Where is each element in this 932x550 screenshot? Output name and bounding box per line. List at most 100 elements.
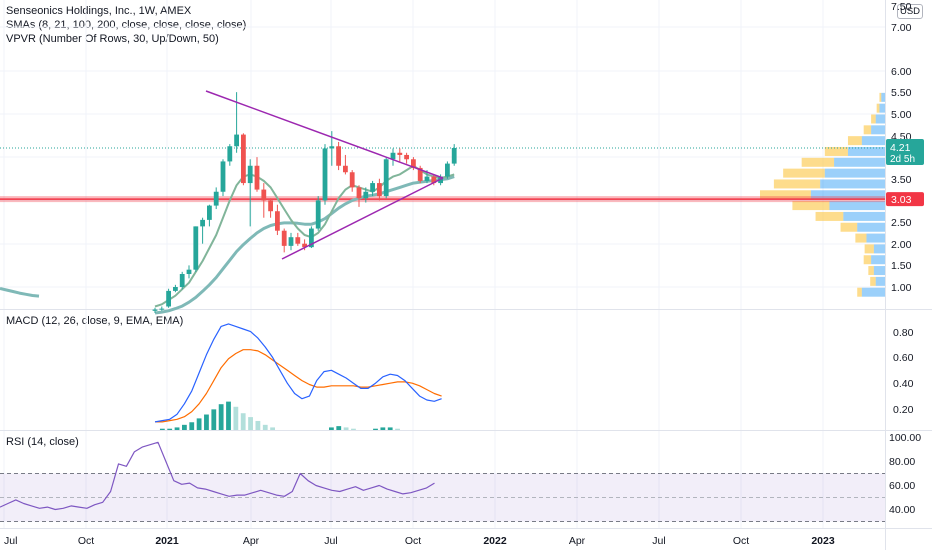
time-tick-label: Apr [569, 535, 586, 547]
candle-body [275, 211, 280, 231]
candle-body [417, 167, 423, 181]
volume-profile-bar [820, 179, 885, 189]
candle-body [179, 274, 185, 287]
candle-body [349, 172, 355, 188]
candle-body [288, 237, 294, 246]
macd-histogram-bar [329, 427, 334, 430]
candle-body [295, 237, 301, 244]
macd-histogram-bar [395, 428, 400, 430]
macd-histogram-bar [248, 417, 253, 430]
macd-histogram-bar [262, 424, 268, 430]
volume-profile-bar [861, 136, 885, 146]
lower-trendline [281, 177, 444, 260]
macd-histogram-bar [167, 428, 173, 430]
macd-histogram-bar [218, 404, 224, 430]
volume-profile-bar [760, 190, 811, 200]
sma-legend[interactable]: SMAs (8, 21, 100, 200, close, close, clo… [6, 19, 247, 31]
volume-profile-bar [861, 287, 885, 297]
candle-body [309, 228, 314, 248]
candle-body [220, 161, 226, 192]
rsi-legend[interactable]: RSI (14, close) [6, 436, 79, 448]
volume-profile-bar [871, 255, 885, 265]
macd-histogram-bar [204, 414, 209, 430]
price-tick-label: 7.00 [891, 22, 912, 34]
price-tick-label: 3.50 [891, 174, 912, 186]
macd-histogram-bar [196, 418, 202, 430]
chart-title: Senseonics Holdings, Inc., 1W, AMEX [6, 5, 192, 17]
last-price-badge [886, 139, 924, 166]
price-tick-label: 2.50 [891, 217, 912, 229]
volume-profile-bar [840, 222, 858, 232]
volume-profile-bar [863, 125, 872, 135]
candle-body [397, 152, 403, 155]
sma-100-line [154, 175, 455, 315]
time-tick-label: Oct [78, 535, 94, 547]
candle-body [336, 146, 341, 166]
time-tick-label: 2022 [483, 535, 507, 547]
volume-profile-bar [866, 233, 885, 243]
candle-body [363, 191, 369, 199]
macd-tick-label: 0.80 [893, 327, 914, 339]
macd-histogram-bar [159, 428, 165, 430]
volume-profile-bar [871, 125, 885, 135]
candle-body [254, 165, 260, 190]
macd-histogram-bar [240, 413, 246, 430]
volume-profile-bar [873, 266, 885, 276]
candle-body [377, 183, 382, 197]
macd-legend[interactable]: MACD (12, 26, close, 9, EMA, EMA) [6, 315, 184, 327]
macd-tick-label: 0.60 [893, 352, 914, 364]
volume-profile-bar [879, 103, 885, 113]
price-tick-label: 5.00 [891, 109, 912, 121]
candle-body [343, 165, 348, 173]
time-axis: Jul Oct 2021 Apr Jul Oct 2022 Apr Jul Oct 2023 [4, 535, 835, 547]
macd-histogram-bar [336, 426, 342, 430]
macd-signal-line [155, 349, 442, 423]
macd-histogram-bar [182, 424, 187, 430]
price-tick-label: 5.50 [891, 87, 912, 99]
rsi-tick-label: 60.00 [889, 480, 915, 492]
rsi-tick-label: 40.00 [889, 504, 915, 516]
volume-profile-bar [855, 233, 867, 243]
level-price-badge [886, 192, 924, 207]
horizontal-level [0, 147, 885, 203]
sma-21-line [154, 164, 455, 308]
candle-body [200, 219, 205, 227]
candle-body [315, 200, 321, 229]
price-axis: 1.001.502.002.503.504.505.005.506.007.00… [889, 1, 921, 516]
time-tick-label: Jul [4, 535, 17, 547]
price-tick-label: 6.00 [891, 66, 912, 78]
macd-histogram-bar [174, 427, 180, 430]
macd-pane [154, 323, 442, 430]
price-tick-label: 1.50 [891, 260, 912, 272]
candle-body [152, 309, 158, 311]
candlesticks [152, 92, 457, 313]
candle-body [322, 148, 328, 201]
candle-body [411, 159, 416, 168]
macd-histogram-bar [351, 428, 356, 430]
volume-profile-bar [843, 211, 885, 221]
candle-body [173, 287, 178, 291]
volume-profile-bar [834, 157, 885, 167]
sma-200-line [0, 287, 40, 298]
sma-lines [0, 164, 455, 315]
macd-histogram-bar [373, 428, 378, 430]
candle-body [159, 308, 165, 310]
macd-histogram-bar [189, 422, 195, 430]
volume-profile-bar [857, 222, 885, 232]
time-tick-label: 2023 [811, 535, 835, 547]
candle-body [207, 205, 212, 220]
candle-body [370, 183, 375, 192]
vpvr-legend[interactable]: VPVR (Number Of Rows, 30, Up/Down, 50) [6, 33, 219, 45]
macd-histogram-bar [233, 406, 239, 430]
candle-body [261, 189, 267, 201]
candle-body [241, 134, 246, 184]
currency-badge[interactable]: USD [897, 4, 923, 19]
time-tick-label: Apr [243, 535, 260, 547]
candle-body [166, 290, 171, 307]
candle-body [383, 159, 389, 197]
volume-profile-bar [875, 276, 885, 286]
candle-body [451, 148, 457, 164]
